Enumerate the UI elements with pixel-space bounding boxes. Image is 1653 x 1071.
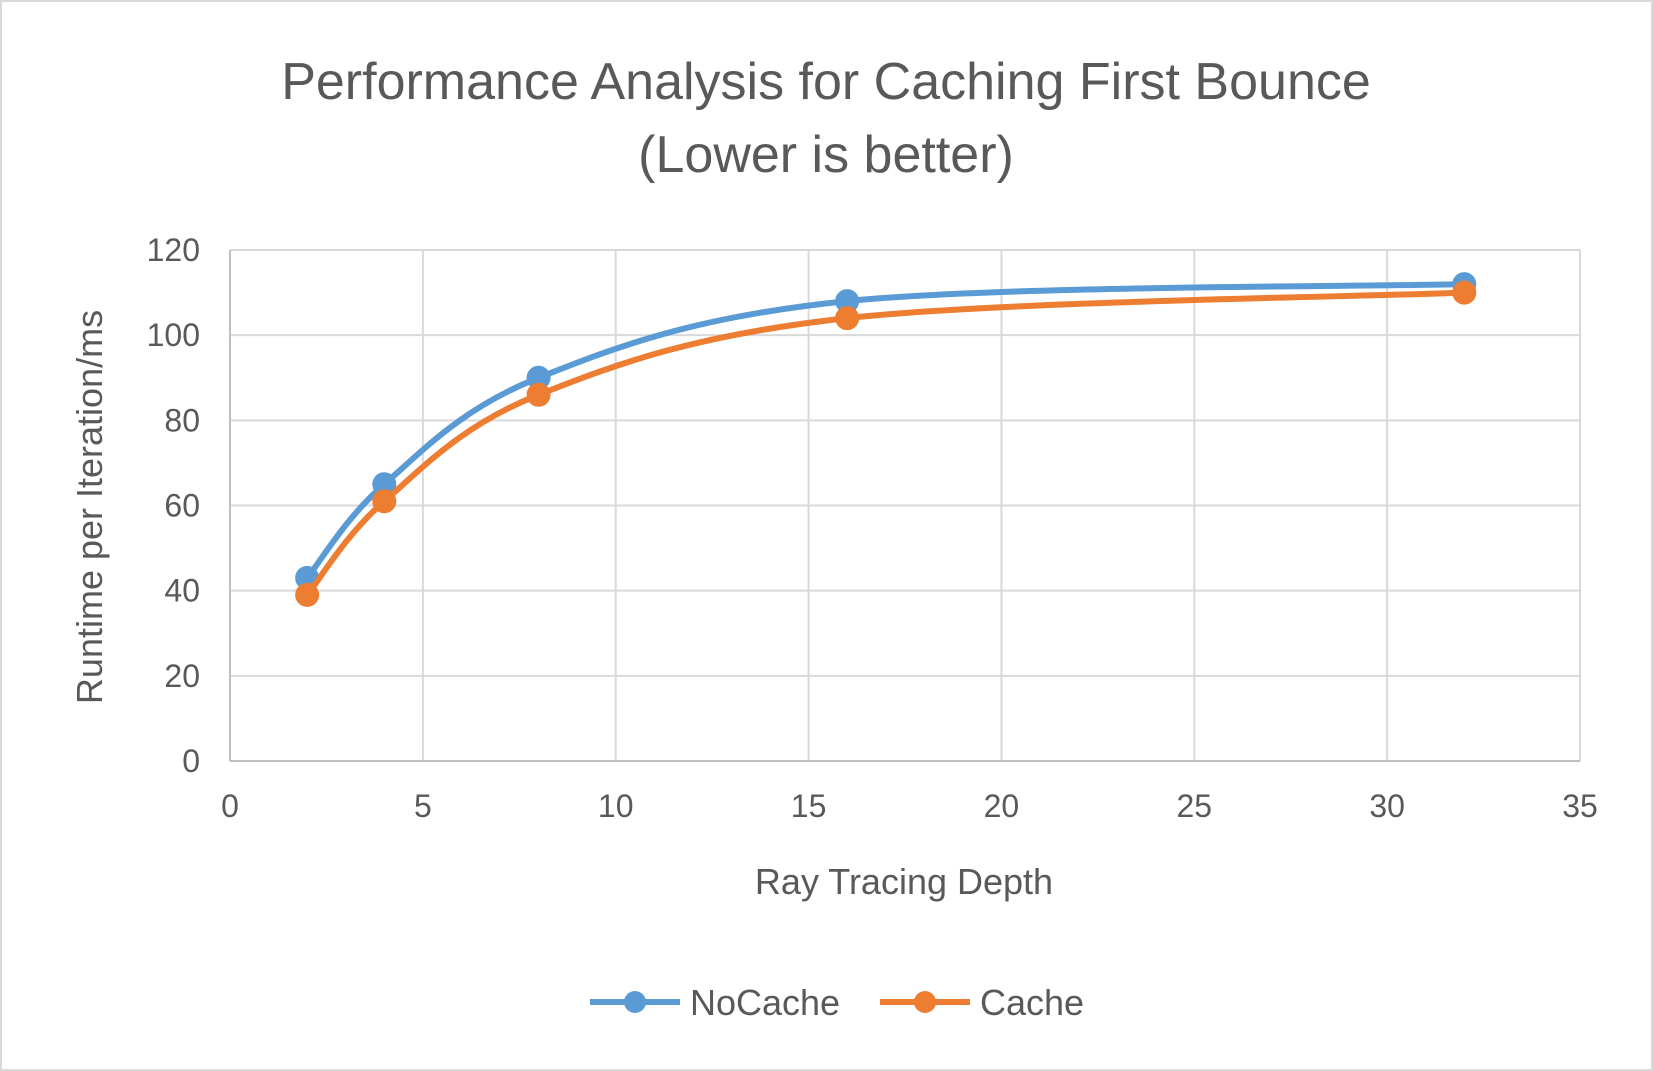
legend: NoCache Cache: [590, 982, 1084, 1023]
x-tick-label: 5: [414, 788, 432, 824]
x-tick-label: 35: [1562, 788, 1598, 824]
legend-item-cache: Cache: [880, 982, 1084, 1023]
x-tick-label: 30: [1369, 788, 1405, 824]
x-axis-title: Ray Tracing Depth: [755, 861, 1053, 902]
x-tick-label: 25: [1176, 788, 1212, 824]
y-tick-label: 0: [182, 743, 200, 779]
y-tick-label: 80: [164, 402, 200, 438]
y-tick-label: 100: [147, 317, 200, 353]
series-line-cache: [304, 289, 1468, 598]
data-point: [1452, 280, 1477, 305]
legend-label: Cache: [980, 982, 1084, 1023]
legend-swatch-marker: [624, 991, 646, 1013]
gridlines: [229, 249, 1581, 762]
data-point: [526, 382, 551, 407]
data-point: [372, 489, 397, 514]
y-tick-label: 60: [164, 488, 200, 524]
y-axis-title: Runtime per Iteration/ms: [69, 310, 110, 704]
x-tick-label: 20: [984, 788, 1020, 824]
legend-swatch-marker: [914, 991, 936, 1013]
y-tick-label: 120: [147, 232, 200, 268]
legend-item-nocache: NoCache: [590, 982, 840, 1023]
series-lines: [295, 272, 1477, 607]
series-cache: [295, 280, 1477, 607]
data-point: [295, 582, 320, 607]
series-line-nocache: [304, 281, 1468, 581]
x-tick-label: 10: [598, 788, 634, 824]
chart-title-line-2: (Lower is better): [638, 126, 1014, 184]
axes: [229, 250, 1580, 762]
data-point: [835, 306, 860, 331]
y-tick-label: 40: [164, 573, 200, 609]
tick-labels: 0 20 40 60 80 100 120 0 5 10 15 20 25 30 35: [147, 232, 1598, 824]
x-tick-label: 15: [791, 788, 827, 824]
legend-label: NoCache: [690, 982, 840, 1023]
x-tick-label: 0: [221, 788, 239, 824]
chart-title-line-1: Performance Analysis for Caching First B…: [281, 53, 1371, 111]
y-tick-label: 20: [164, 658, 200, 694]
